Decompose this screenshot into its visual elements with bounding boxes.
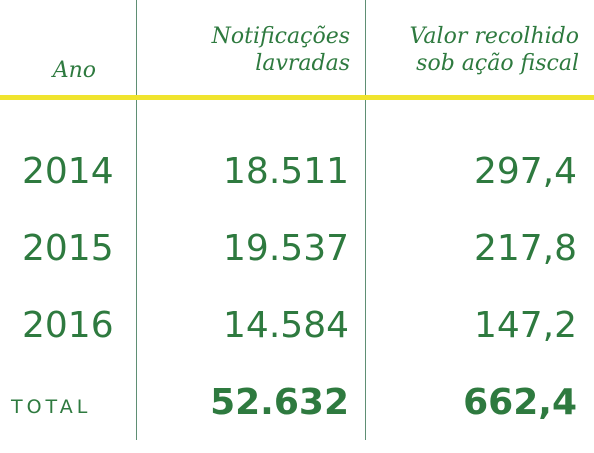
column-divider-right bbox=[365, 0, 366, 440]
header-amount: Valor recolhido sob ação fiscal bbox=[410, 23, 579, 77]
row-2015-amount: 217,8 bbox=[473, 228, 577, 269]
column-divider-left bbox=[136, 0, 137, 440]
header-notifications-line1: Notificações bbox=[211, 24, 350, 49]
header-amount-line1: Valor recolhido bbox=[409, 24, 579, 49]
row-2016-notifications: 14.584 bbox=[223, 305, 349, 346]
total-label: TOTAL bbox=[11, 396, 92, 418]
row-2015-notifications: 19.537 bbox=[223, 228, 349, 269]
total-amount: 662,4 bbox=[463, 382, 577, 423]
row-2016-amount: 147,2 bbox=[473, 305, 577, 346]
row-2016-year: 2016 bbox=[22, 305, 114, 346]
header-amount-line2: sob ação fiscal bbox=[416, 51, 579, 76]
row-2014-amount: 297,4 bbox=[473, 151, 577, 192]
row-2014-year: 2014 bbox=[22, 151, 114, 192]
header-notifications: Notificações lavradas bbox=[212, 23, 350, 77]
row-2015-year: 2015 bbox=[22, 228, 114, 269]
header-year: Ano bbox=[52, 58, 96, 83]
header-notifications-line2: lavradas bbox=[255, 51, 350, 76]
total-notifications: 52.632 bbox=[210, 382, 349, 423]
header-rule bbox=[0, 95, 594, 100]
row-2014-notifications: 18.511 bbox=[223, 151, 349, 192]
